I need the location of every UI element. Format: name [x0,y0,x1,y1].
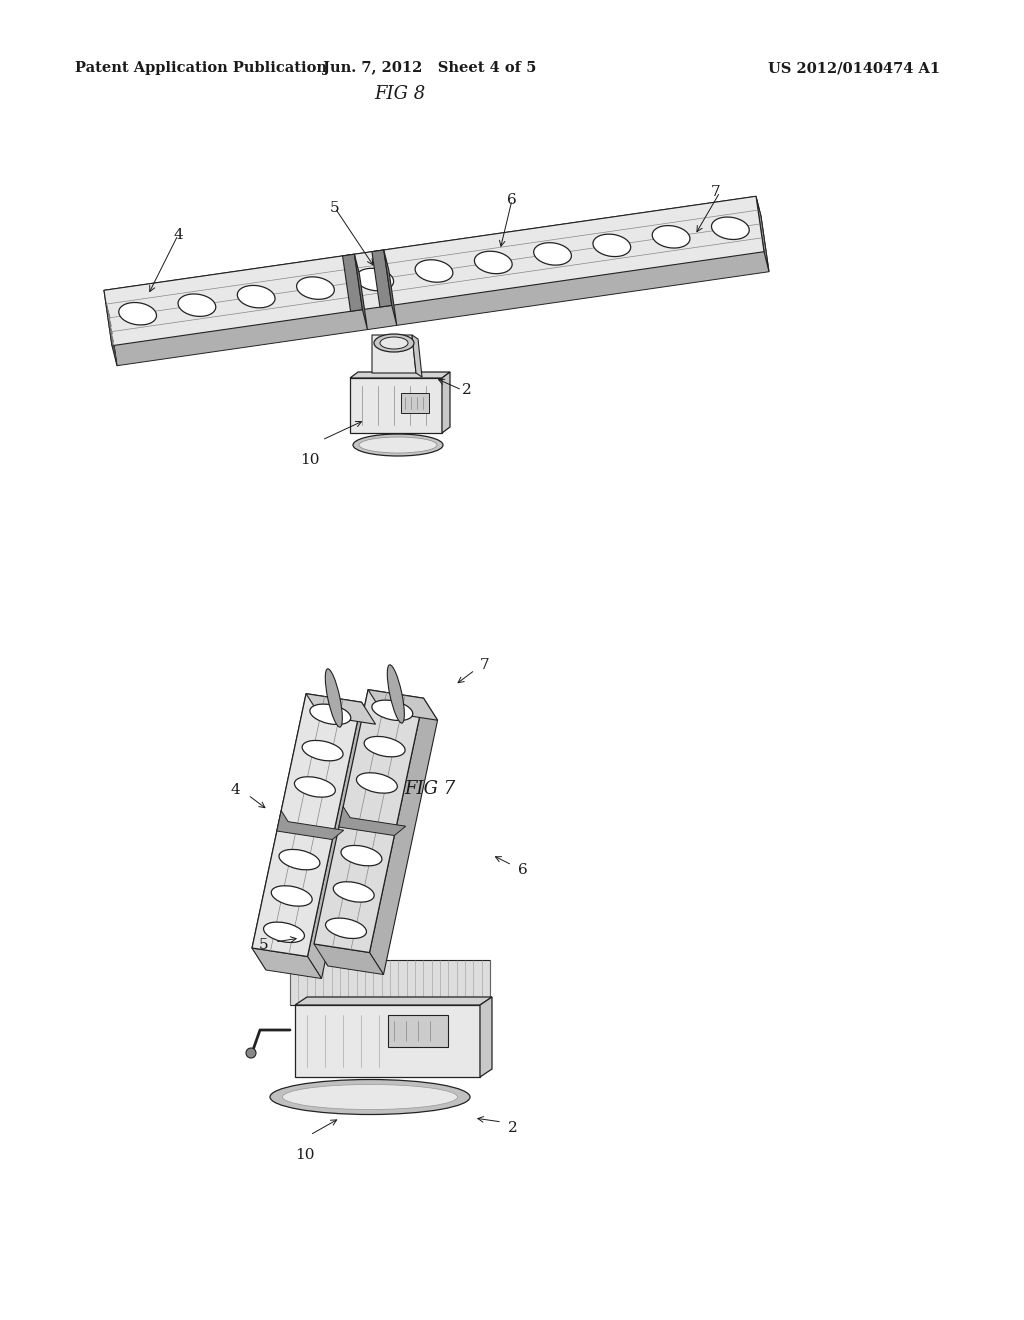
Polygon shape [276,810,344,840]
Polygon shape [372,335,416,374]
Polygon shape [306,694,376,725]
Ellipse shape [474,251,512,273]
Text: 10: 10 [300,453,319,467]
Ellipse shape [271,886,312,906]
Polygon shape [295,1005,480,1077]
Polygon shape [104,290,117,366]
Ellipse shape [333,882,374,902]
Polygon shape [339,807,406,836]
Ellipse shape [353,434,443,455]
Text: 2: 2 [508,1121,518,1135]
Ellipse shape [534,243,571,265]
Ellipse shape [380,337,408,348]
Polygon shape [252,948,322,978]
Text: 7: 7 [480,657,489,672]
Ellipse shape [356,268,393,290]
Text: Patent Application Publication: Patent Application Publication [75,61,327,75]
Text: 2: 2 [462,383,472,397]
Ellipse shape [374,334,414,352]
Ellipse shape [359,437,437,453]
Polygon shape [307,702,376,978]
Ellipse shape [356,772,397,793]
Ellipse shape [712,216,750,239]
Ellipse shape [270,1080,470,1114]
Ellipse shape [341,845,382,866]
Ellipse shape [295,776,335,797]
Ellipse shape [652,226,690,248]
Ellipse shape [283,1085,458,1110]
Polygon shape [354,255,368,330]
Text: 6: 6 [507,193,517,207]
Polygon shape [295,997,492,1005]
Polygon shape [442,372,450,433]
Ellipse shape [263,923,304,942]
Ellipse shape [279,850,319,870]
Text: 4: 4 [173,228,183,242]
Text: FIG 7: FIG 7 [404,780,456,799]
Polygon shape [314,689,382,966]
Polygon shape [104,197,761,310]
Ellipse shape [302,741,343,760]
Polygon shape [412,335,422,378]
Ellipse shape [246,1048,256,1059]
Ellipse shape [178,294,216,317]
Ellipse shape [326,919,367,939]
Ellipse shape [297,277,334,300]
Polygon shape [368,689,437,721]
Ellipse shape [119,302,157,325]
Polygon shape [370,698,437,974]
Text: 7: 7 [711,185,720,199]
Ellipse shape [238,285,275,308]
Text: US 2012/0140474 A1: US 2012/0140474 A1 [768,61,940,75]
Polygon shape [350,372,450,378]
Text: FIG 8: FIG 8 [375,84,426,103]
Polygon shape [109,216,769,366]
Polygon shape [756,197,769,272]
Text: Jun. 7, 2012   Sheet 4 of 5: Jun. 7, 2012 Sheet 4 of 5 [324,61,537,75]
Polygon shape [252,694,361,957]
Text: 5: 5 [330,201,340,215]
Polygon shape [314,689,424,953]
Polygon shape [343,255,362,312]
Polygon shape [314,944,384,974]
Polygon shape [252,694,321,970]
Polygon shape [372,249,392,308]
Text: 5: 5 [258,939,268,952]
Text: 4: 4 [230,783,240,797]
Ellipse shape [387,665,404,723]
Text: 6: 6 [518,863,527,876]
Ellipse shape [365,737,406,756]
Ellipse shape [326,669,342,727]
Ellipse shape [372,700,413,721]
Polygon shape [387,1015,447,1047]
Ellipse shape [415,260,453,282]
Polygon shape [104,197,764,346]
Polygon shape [480,997,492,1077]
Ellipse shape [310,704,351,725]
Polygon shape [400,393,429,413]
Text: 10: 10 [295,1148,314,1162]
Polygon shape [290,960,490,1005]
Polygon shape [384,249,396,325]
Ellipse shape [593,234,631,256]
Polygon shape [350,378,442,433]
